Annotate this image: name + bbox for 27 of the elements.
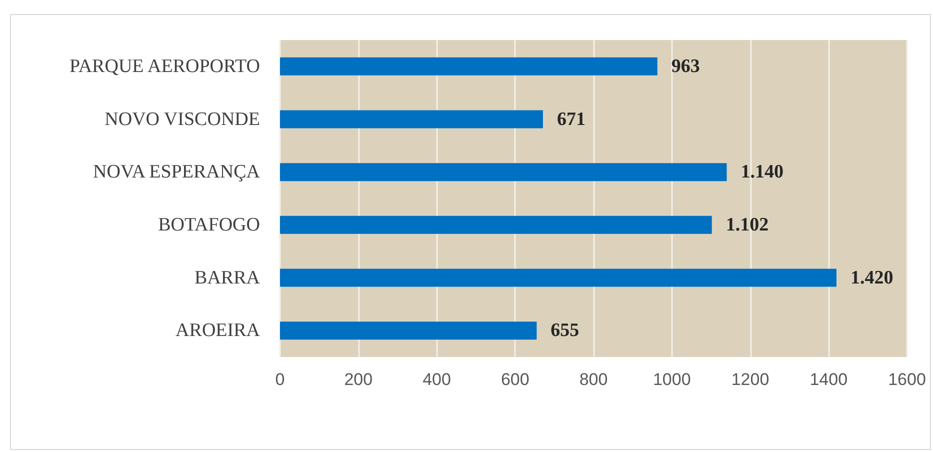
y-tick-label: PARQUE AEROPORTO — [70, 56, 260, 77]
x-tick-label: 400 — [422, 370, 451, 389]
bar — [280, 216, 712, 234]
y-tick-label: AROEIRA — [176, 320, 260, 342]
y-tick-label: BOTAFOGO — [158, 214, 260, 236]
bar — [280, 163, 727, 182]
x-tick-label: 0 — [275, 370, 285, 389]
x-tick-label: 200 — [344, 370, 373, 389]
bar — [280, 110, 543, 128]
x-tick-label: 1600 — [888, 370, 926, 389]
y-tick-label: NOVA ESPERANÇA — [93, 162, 260, 183]
y-tick-label: BARRA — [194, 267, 260, 288]
bar — [280, 322, 537, 340]
data-label: 963 — [671, 56, 700, 77]
bar — [280, 57, 658, 76]
x-tick-label: 1000 — [652, 370, 691, 389]
data-label: 1.102 — [726, 214, 769, 236]
data-label: 671 — [556, 108, 586, 130]
bar — [280, 268, 836, 287]
data-label: 1.140 — [740, 162, 784, 183]
x-tick-label: 800 — [579, 370, 608, 389]
x-tick-label: 1200 — [731, 370, 770, 389]
x-tick-label: 600 — [500, 370, 530, 389]
data-label: 1.420 — [850, 267, 894, 288]
x-tick-label: 1400 — [810, 370, 848, 389]
y-tick-label: NOVO VISCONDE — [104, 108, 260, 130]
data-label: 655 — [550, 320, 580, 342]
